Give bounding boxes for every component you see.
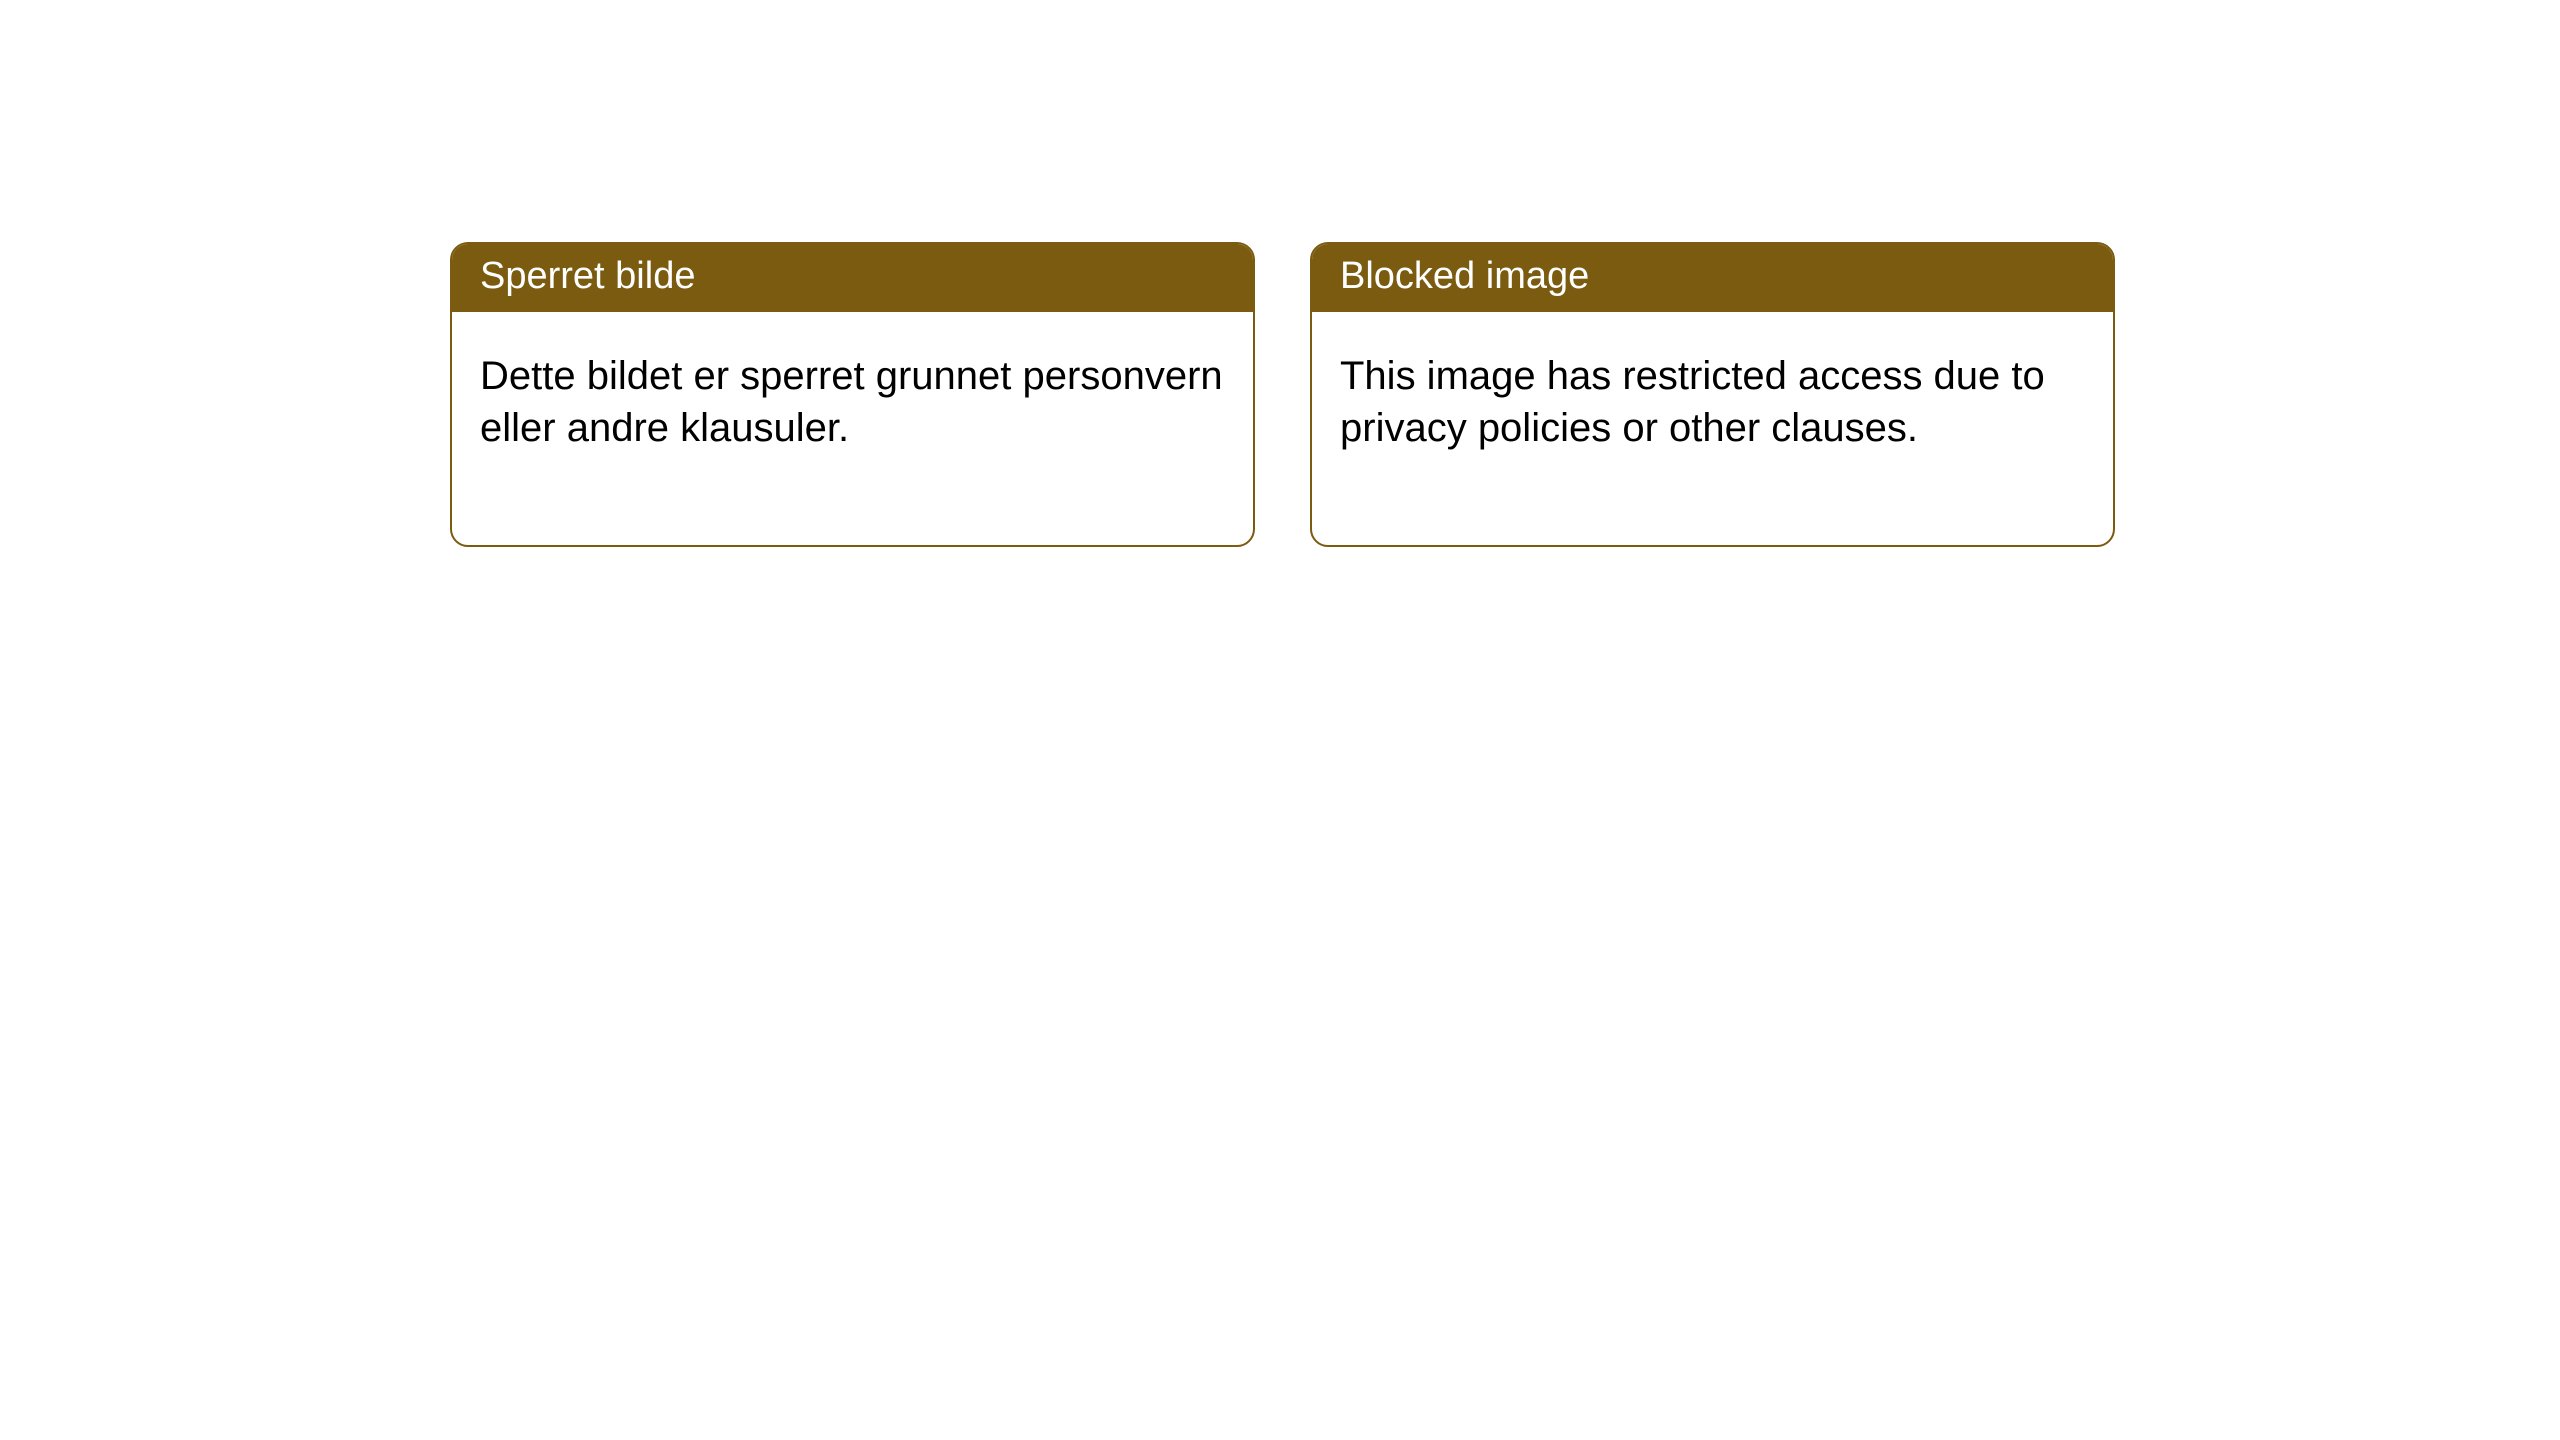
notice-body: This image has restricted access due to … (1312, 312, 2113, 546)
notice-body: Dette bildet er sperret grunnet personve… (452, 312, 1253, 546)
notice-card-english: Blocked image This image has restricted … (1310, 242, 2115, 547)
notice-container: Sperret bilde Dette bildet er sperret gr… (0, 0, 2560, 547)
notice-card-norwegian: Sperret bilde Dette bildet er sperret gr… (450, 242, 1255, 547)
notice-header: Sperret bilde (452, 244, 1253, 312)
notice-header: Blocked image (1312, 244, 2113, 312)
